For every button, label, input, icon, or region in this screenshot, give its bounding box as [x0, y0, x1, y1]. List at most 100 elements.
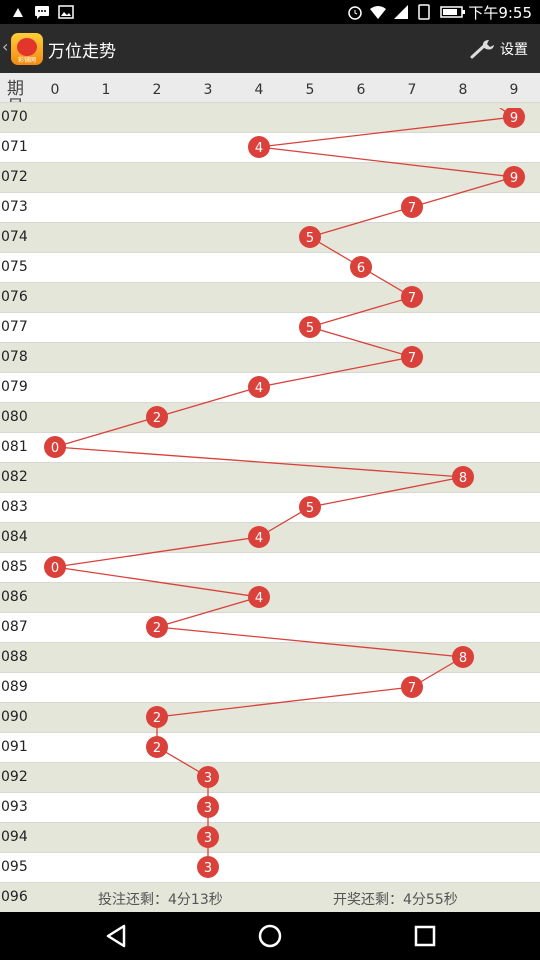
trend-row: 072 — [0, 162, 540, 192]
home-icon[interactable] — [250, 920, 290, 952]
back-icon[interactable] — [96, 920, 136, 952]
column-header-digit: 8 — [458, 82, 468, 98]
trend-line-segment — [258, 116, 515, 148]
draw-ball-label: 2 — [153, 711, 161, 726]
period-label: 083 — [1, 499, 28, 515]
trend-row: 092 — [0, 762, 540, 792]
chevron-left-icon: ‹ — [2, 37, 9, 56]
trend-row: 088 — [0, 642, 540, 672]
draw-ball-label: 3 — [204, 771, 212, 786]
column-header-digit: 9 — [509, 82, 519, 98]
trend-row: 083 — [0, 492, 540, 522]
signal-icon — [394, 5, 408, 19]
page-title: 万位走势 — [48, 42, 116, 62]
period-label: 073 — [1, 199, 28, 215]
draw-ball-label: 7 — [408, 291, 416, 306]
status-bar: 下午9:55 — [0, 0, 540, 24]
period-label: 075 — [1, 259, 28, 275]
draw-ball — [197, 796, 219, 818]
app-logo: 彩铺网 — [11, 33, 43, 65]
column-header-digit: 3 — [203, 82, 213, 98]
trend-row: 076 — [0, 282, 540, 312]
image-icon — [58, 5, 74, 19]
wifi-icon — [370, 6, 386, 19]
bet-countdown: 投注还剩：4分13秒 — [98, 892, 223, 908]
trend-row: 087 — [0, 612, 540, 642]
trend-line-segment — [309, 326, 413, 358]
draw-ball-label: 5 — [306, 231, 314, 246]
trend-chart: 9 4 9 7 5 6 7 5 7 4 2 0 8 5 4 0 4 2 8 7 2 2 3 3 3 3 — [44, 108, 525, 878]
period-label: 087 — [1, 619, 28, 635]
period-label: 089 — [1, 679, 28, 695]
draw-ball — [197, 826, 219, 848]
battery-icon — [440, 6, 465, 18]
draw-ball — [248, 586, 270, 608]
trend-row: 095 — [0, 852, 540, 882]
draw-ball — [452, 466, 474, 488]
draw-countdown: 开奖还剩：4分55秒 — [333, 892, 458, 908]
draw-ball — [248, 376, 270, 398]
recents-icon[interactable] — [405, 920, 445, 952]
draw-ball-label: 7 — [408, 201, 416, 216]
period-label: 091 — [1, 739, 28, 755]
trend-row: 082 — [0, 462, 540, 492]
column-header-digit: 2 — [152, 82, 162, 98]
draw-ball — [146, 736, 168, 758]
trend-row: 071 — [0, 132, 540, 162]
draw-ball-label: 2 — [153, 741, 161, 756]
draw-ball-label: 2 — [153, 411, 161, 426]
app-logo-tag: 彩铺网 — [17, 57, 36, 64]
trend-row: 070 — [0, 102, 540, 132]
draw-ball-label: 7 — [408, 681, 416, 696]
trend-line-segment — [156, 386, 260, 418]
trend-row: 089 — [0, 672, 540, 702]
draw-ball-label: 4 — [255, 141, 263, 156]
draw-ball — [503, 108, 525, 128]
trend-row: 077 — [0, 312, 540, 342]
draw-ball-label: 4 — [255, 531, 263, 546]
draw-ball-label: 3 — [204, 801, 212, 816]
settings-button[interactable]: 设置 — [470, 34, 534, 64]
alarm-icon — [348, 6, 362, 20]
trend-row: 093 — [0, 792, 540, 822]
trend-line-segment — [54, 416, 158, 448]
back-button[interactable]: ‹ 彩铺网 — [0, 24, 48, 73]
draw-ball — [401, 196, 423, 218]
trend-line-segment — [258, 146, 515, 178]
draw-ball-label: 2 — [153, 621, 161, 636]
trend-line-segment — [156, 626, 464, 658]
draw-ball — [401, 346, 423, 368]
draw-ball-label: 5 — [306, 321, 314, 336]
draw-ball-label: 8 — [459, 651, 467, 666]
draw-ball — [299, 316, 321, 338]
draw-ball — [146, 706, 168, 728]
trend-row: 073 — [0, 192, 540, 222]
draw-ball — [248, 526, 270, 548]
trend-line-segment — [156, 686, 413, 718]
draw-ball — [248, 136, 270, 158]
period-label: 077 — [1, 319, 28, 335]
draw-ball-label: 0 — [51, 441, 59, 456]
draw-ball-label: 9 — [510, 111, 518, 126]
settings-label: 设置 — [500, 42, 528, 58]
draw-ball-label: 6 — [357, 261, 365, 276]
status-time: 下午9:55 — [468, 4, 532, 22]
draw-ball-label: 5 — [306, 501, 314, 516]
trend-row: 091 — [0, 732, 540, 762]
period-label: 080 — [1, 409, 28, 425]
period-label: 082 — [1, 469, 28, 485]
trend-row: 081 — [0, 432, 540, 462]
draw-ball — [503, 166, 525, 188]
trend-line-segment — [54, 566, 260, 598]
period-label: 088 — [1, 649, 28, 665]
app-bar: ‹ 彩铺网 万位走势 设置 — [0, 24, 540, 73]
draw-ball-label: 4 — [255, 381, 263, 396]
trend-line-segment — [258, 356, 413, 388]
draw-ball-label: 0 — [51, 561, 59, 576]
message-icon — [35, 6, 49, 19]
draw-ball — [146, 616, 168, 638]
period-label: 076 — [1, 289, 28, 305]
period-label: 071 — [1, 139, 28, 155]
draw-ball — [401, 286, 423, 308]
draw-ball-label: 3 — [204, 831, 212, 846]
